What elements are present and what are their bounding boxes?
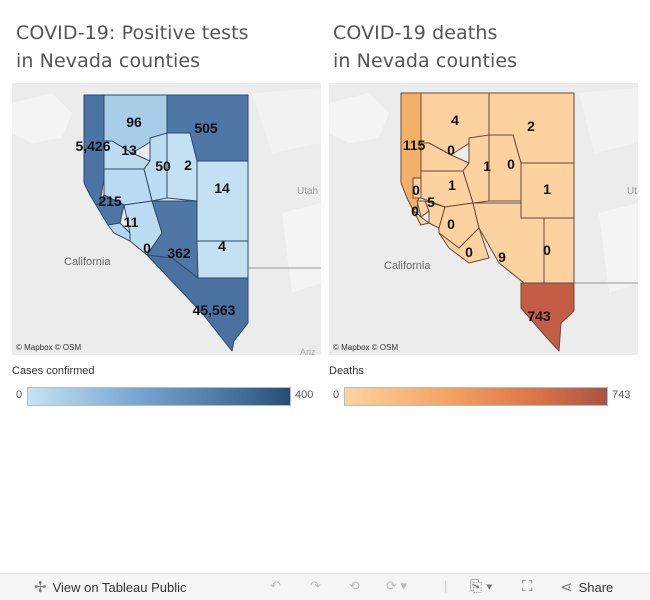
county-esmeralda — [438, 227, 490, 264]
deaths-label-elko: 2 — [527, 118, 535, 134]
cases-label-elko: 505 — [194, 120, 218, 136]
toolbar-divider: | — [444, 578, 448, 593]
county-eureka — [166, 132, 198, 202]
cases-label-lander: 50 — [155, 158, 171, 174]
basemap-label-utah: Ut — [627, 186, 637, 197]
deaths-label-mineral: 0 — [465, 244, 473, 260]
county-clark — [146, 254, 249, 352]
share-button[interactable]: ⋖ Share — [560, 578, 613, 596]
refresh-icon: ⟳ ▾ — [386, 578, 408, 593]
deaths-label-nye: 9 — [498, 249, 506, 265]
deaths-label-washoe: 115 — [403, 137, 426, 153]
undo-icon: ↶ — [270, 578, 281, 593]
cases-label-clark: 45,563 — [193, 302, 236, 318]
deaths-legend-title: Deaths — [329, 365, 364, 377]
redo-button[interactable]: ↷ — [310, 578, 321, 594]
cases-label-pershing: 13 — [121, 142, 137, 158]
tableau-toolbar: ✢ View on Tableau Public ↶ ↷ ⟲ ⟳ ▾ | ⎘ ▾… — [0, 573, 650, 600]
cases-map-title: COVID-19: Positive tests in Nevada count… — [16, 19, 249, 75]
cases-label-eureka: 2 — [184, 157, 192, 173]
cases-legend-min: 0 — [16, 389, 23, 401]
deaths-label-lyon: 0 — [447, 216, 455, 232]
refresh-button[interactable]: ⟳ ▾ — [386, 578, 407, 594]
deaths-label-churchill: 1 — [448, 177, 456, 193]
cases-map[interactable]: California Utah Ariz 5,426 96 505 13 50 2 14 21… — [12, 83, 321, 355]
county-lyon — [424, 200, 446, 229]
deaths-legend-min: 0 — [333, 389, 340, 401]
cases-label-humboldt: 96 — [126, 114, 142, 130]
revert-button[interactable]: ⟲ — [349, 578, 360, 594]
redo-icon: ↷ — [310, 578, 321, 593]
county-white-pine — [196, 160, 249, 242]
basemap-label-california: California — [64, 256, 111, 268]
deaths-title-line2: in Nevada counties — [333, 50, 518, 72]
deaths-label-eureka: 0 — [507, 156, 515, 172]
share-label: Share — [578, 579, 614, 595]
cases-label-mineral: 0 — [143, 240, 151, 256]
basemap-label-arizona: Ariz — [300, 347, 316, 355]
cases-map-svg: California Utah Ariz 5,426 96 505 13 50 2 14 21… — [12, 83, 321, 355]
view-on-tableau-label: View on Tableau Public — [52, 579, 187, 595]
download-icon: ⎘ ▾ — [470, 578, 493, 595]
deaths-label-clark: 743 — [527, 308, 551, 324]
deaths-label-humboldt: 4 — [451, 112, 459, 128]
deaths-legend-max: 743 — [612, 389, 631, 401]
cases-title-line2: in Nevada counties — [16, 50, 201, 72]
download-button[interactable]: ⎘ ▾ — [470, 578, 492, 595]
fullscreen-icon: ⛶ — [522, 578, 533, 595]
tableau-icon: ✢ — [34, 579, 47, 596]
revert-icon: ⟲ — [349, 578, 360, 593]
cases-label-white-pine: 14 — [214, 180, 230, 196]
deaths-legend-bar — [344, 387, 608, 406]
cases-label-nye: 362 — [167, 245, 191, 261]
deaths-label-white-pine: 1 — [543, 181, 551, 197]
cases-title-line1: COVID-19: Positive tests — [16, 22, 249, 44]
deaths-label-carson-city: 5 — [427, 194, 435, 210]
view-on-tableau-link[interactable]: ✢ View on Tableau Public — [34, 578, 187, 596]
cases-label-lyon: 11 — [124, 214, 139, 230]
county-clark — [520, 282, 575, 352]
undo-button[interactable]: ↶ — [270, 578, 281, 594]
deaths-label-lander: 1 — [483, 158, 491, 174]
deaths-map-title: COVID-19 deaths in Nevada counties — [333, 19, 517, 75]
cases-map-attribution[interactable]: © Mapbox © OSM — [16, 343, 82, 352]
deaths-label-lincoln: 0 — [543, 242, 551, 258]
cases-legend-bar — [27, 387, 291, 406]
cases-label-washoe: 5,426 — [75, 138, 110, 154]
deaths-map-attribution[interactable]: © Mapbox © OSM — [333, 343, 399, 352]
share-icon: ⋖ — [560, 579, 573, 596]
cases-legend-title: Cases confirmed — [12, 365, 95, 377]
basemap-label-california: California — [384, 260, 431, 272]
cases-label-lincoln: 4 — [218, 238, 226, 254]
county-eureka — [488, 134, 522, 202]
cases-label-carson-city: 215 — [98, 193, 122, 209]
deaths-label-douglas: 0 — [411, 203, 419, 219]
deaths-label-pershing: 0 — [447, 142, 455, 158]
cases-legend-max: 400 — [295, 389, 314, 401]
deaths-title-line1: COVID-19 deaths — [333, 22, 498, 44]
deaths-label-storey: 0 — [412, 182, 420, 198]
fullscreen-button[interactable]: ⛶ — [522, 578, 533, 595]
basemap-label-utah: Utah — [297, 186, 318, 197]
deaths-map[interactable]: California Ut 115 4 2 0 1 0 1 0 1 5 0 0 0 9 0 743 © Map… — [329, 83, 638, 355]
